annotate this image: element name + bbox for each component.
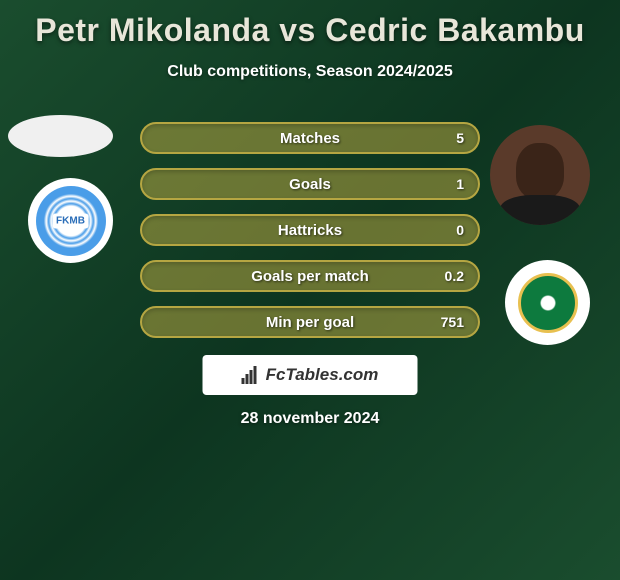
stat-bar-hattricks: Hattricks 0 (140, 214, 480, 246)
club-right-logo-icon (518, 273, 578, 333)
stat-label: Min per goal (266, 314, 354, 331)
club-left-badge (28, 178, 113, 263)
stat-bar-goals: Goals 1 (140, 168, 480, 200)
bar-chart-icon (242, 366, 260, 384)
stat-label: Hattricks (278, 222, 342, 239)
stat-value: 0.2 (445, 268, 464, 284)
stat-bar-matches: Matches 5 (140, 122, 480, 154)
watermark-text: FcTables.com (266, 365, 379, 385)
stat-value: 0 (456, 222, 464, 238)
stat-bar-min-per-goal: Min per goal 751 (140, 306, 480, 338)
stat-label: Matches (280, 130, 340, 147)
stat-label: Goals (289, 176, 331, 193)
stat-bar-goals-per-match: Goals per match 0.2 (140, 260, 480, 292)
watermark: FcTables.com (203, 355, 418, 395)
page-title: Petr Mikolanda vs Cedric Bakambu (0, 0, 620, 49)
stat-value: 5 (456, 130, 464, 146)
stats-bars: Matches 5 Goals 1 Hattricks 0 Goals per … (140, 122, 480, 352)
date-label: 28 november 2024 (241, 410, 380, 428)
club-left-logo-icon (36, 186, 106, 256)
club-right-badge (505, 260, 590, 345)
page-subtitle: Club competitions, Season 2024/2025 (0, 63, 620, 81)
stat-value: 751 (441, 314, 464, 330)
stat-label: Goals per match (251, 268, 369, 285)
player-left-avatar (8, 115, 113, 157)
player-right-avatar (490, 125, 590, 225)
stat-value: 1 (456, 176, 464, 192)
